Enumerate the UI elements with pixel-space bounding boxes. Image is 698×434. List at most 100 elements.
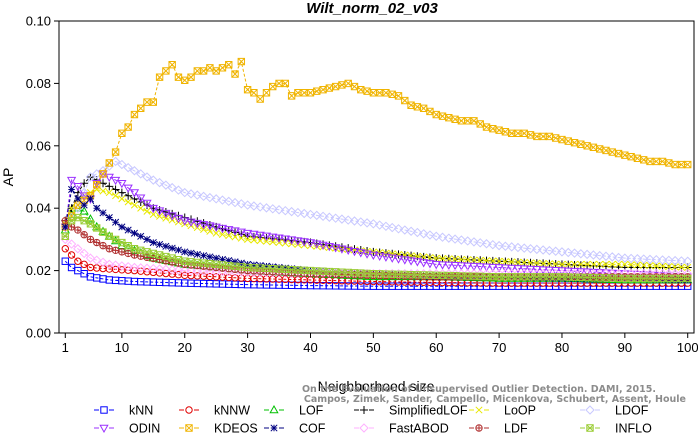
ldof-point xyxy=(73,203,83,213)
kdeos-point xyxy=(143,98,151,106)
legend-label-cof: COF xyxy=(299,422,326,434)
ldof-point xyxy=(469,237,479,247)
cof-point xyxy=(181,248,189,256)
kdeos-point xyxy=(313,87,321,95)
odin-point xyxy=(525,265,536,275)
odin-point xyxy=(192,219,202,229)
ldof-point xyxy=(550,246,561,256)
cof-point xyxy=(149,238,157,247)
ldof-point xyxy=(576,249,586,259)
ldof-point xyxy=(142,172,152,182)
loop-point xyxy=(206,227,214,235)
legend-item-lof: LOF xyxy=(264,404,324,418)
odin-point xyxy=(387,254,397,263)
series-inflo xyxy=(61,213,692,283)
ldof-point xyxy=(167,182,177,193)
cof-point xyxy=(130,229,138,237)
legend-label-ldof: LDOF xyxy=(615,404,649,418)
odin-point xyxy=(412,258,423,267)
loop-point xyxy=(225,232,233,240)
ldof-point xyxy=(312,210,322,221)
loop-point xyxy=(376,248,384,257)
lof-point xyxy=(500,273,511,282)
loop-point xyxy=(489,257,497,265)
kdeos-point xyxy=(130,110,139,119)
loop-point xyxy=(470,256,478,264)
kdeos-point xyxy=(218,64,227,72)
ldof-point xyxy=(299,208,309,219)
odin-point xyxy=(475,263,485,272)
ldof-point xyxy=(607,252,617,262)
kdeos-point xyxy=(262,89,271,97)
odin-point xyxy=(368,251,379,261)
odin-point xyxy=(463,262,473,271)
fastabod-point xyxy=(180,265,190,276)
watermark-authors: Campos, Zimek, Sander, Campello, Micenko… xyxy=(304,394,686,405)
y-tick-label: 0.08 xyxy=(26,76,51,91)
loop-point xyxy=(564,260,572,268)
legend-item-ldf: LDF xyxy=(469,422,528,434)
kdeos-point xyxy=(419,104,428,113)
fastabod-point xyxy=(136,263,146,273)
ldof-point xyxy=(337,214,347,224)
lof-point xyxy=(488,273,498,282)
odin-point xyxy=(305,239,316,248)
simplifiedlof-point xyxy=(124,191,133,200)
kdeos-point xyxy=(526,131,535,139)
odin-point xyxy=(437,261,448,270)
legend-marker-simplifiedlof xyxy=(360,406,368,414)
kdeos-point xyxy=(243,85,252,94)
loop-point xyxy=(445,255,453,263)
kdeos-point xyxy=(451,115,459,123)
ldof-point xyxy=(525,244,536,254)
kdeos-point xyxy=(168,60,176,69)
ldof-point xyxy=(620,253,630,263)
odin-point xyxy=(180,217,190,226)
odin-point xyxy=(400,256,410,265)
ldof-point xyxy=(305,209,316,220)
ldof-point xyxy=(494,240,504,251)
inflo-point xyxy=(61,232,69,240)
odin-point xyxy=(513,265,523,274)
fastabod-point xyxy=(66,239,77,249)
loop-point xyxy=(508,258,516,266)
kdeos-point xyxy=(608,148,616,156)
series-kdeos xyxy=(61,57,692,231)
loop-point xyxy=(212,229,220,237)
odin-point xyxy=(286,236,297,245)
fastabod-point xyxy=(117,261,127,271)
loop-point xyxy=(118,195,126,203)
cof-point xyxy=(237,259,245,267)
inflo-point xyxy=(80,216,88,225)
loop-point xyxy=(596,260,604,268)
kdeos-point xyxy=(589,143,598,152)
loop-point xyxy=(218,230,227,238)
odin-point xyxy=(224,226,234,235)
ldf-point xyxy=(105,245,113,253)
ldof-point xyxy=(651,254,661,265)
ldof-point xyxy=(676,256,687,266)
odin-point xyxy=(330,244,341,253)
odin-point xyxy=(349,247,360,257)
ldof-point xyxy=(444,233,454,243)
ldof-point xyxy=(381,221,391,232)
odin-point xyxy=(268,233,278,242)
ldof-point xyxy=(117,159,127,170)
loop-point xyxy=(558,260,566,268)
odin-point xyxy=(161,209,171,219)
fastabod-point xyxy=(186,266,196,276)
loop-point xyxy=(646,262,654,270)
loop-point xyxy=(451,255,459,263)
ldof-line xyxy=(64,160,688,262)
cof-point xyxy=(231,258,239,266)
x-tick-label: 10 xyxy=(115,340,129,355)
ldof-point xyxy=(626,253,636,264)
fastabod-point xyxy=(98,257,108,267)
kdeos-point xyxy=(212,67,220,75)
cof-point xyxy=(212,254,220,262)
simplifiedlof-point xyxy=(117,188,126,197)
fastabod-point xyxy=(123,261,133,272)
cof-point xyxy=(168,244,176,252)
ldof-point xyxy=(148,175,159,185)
